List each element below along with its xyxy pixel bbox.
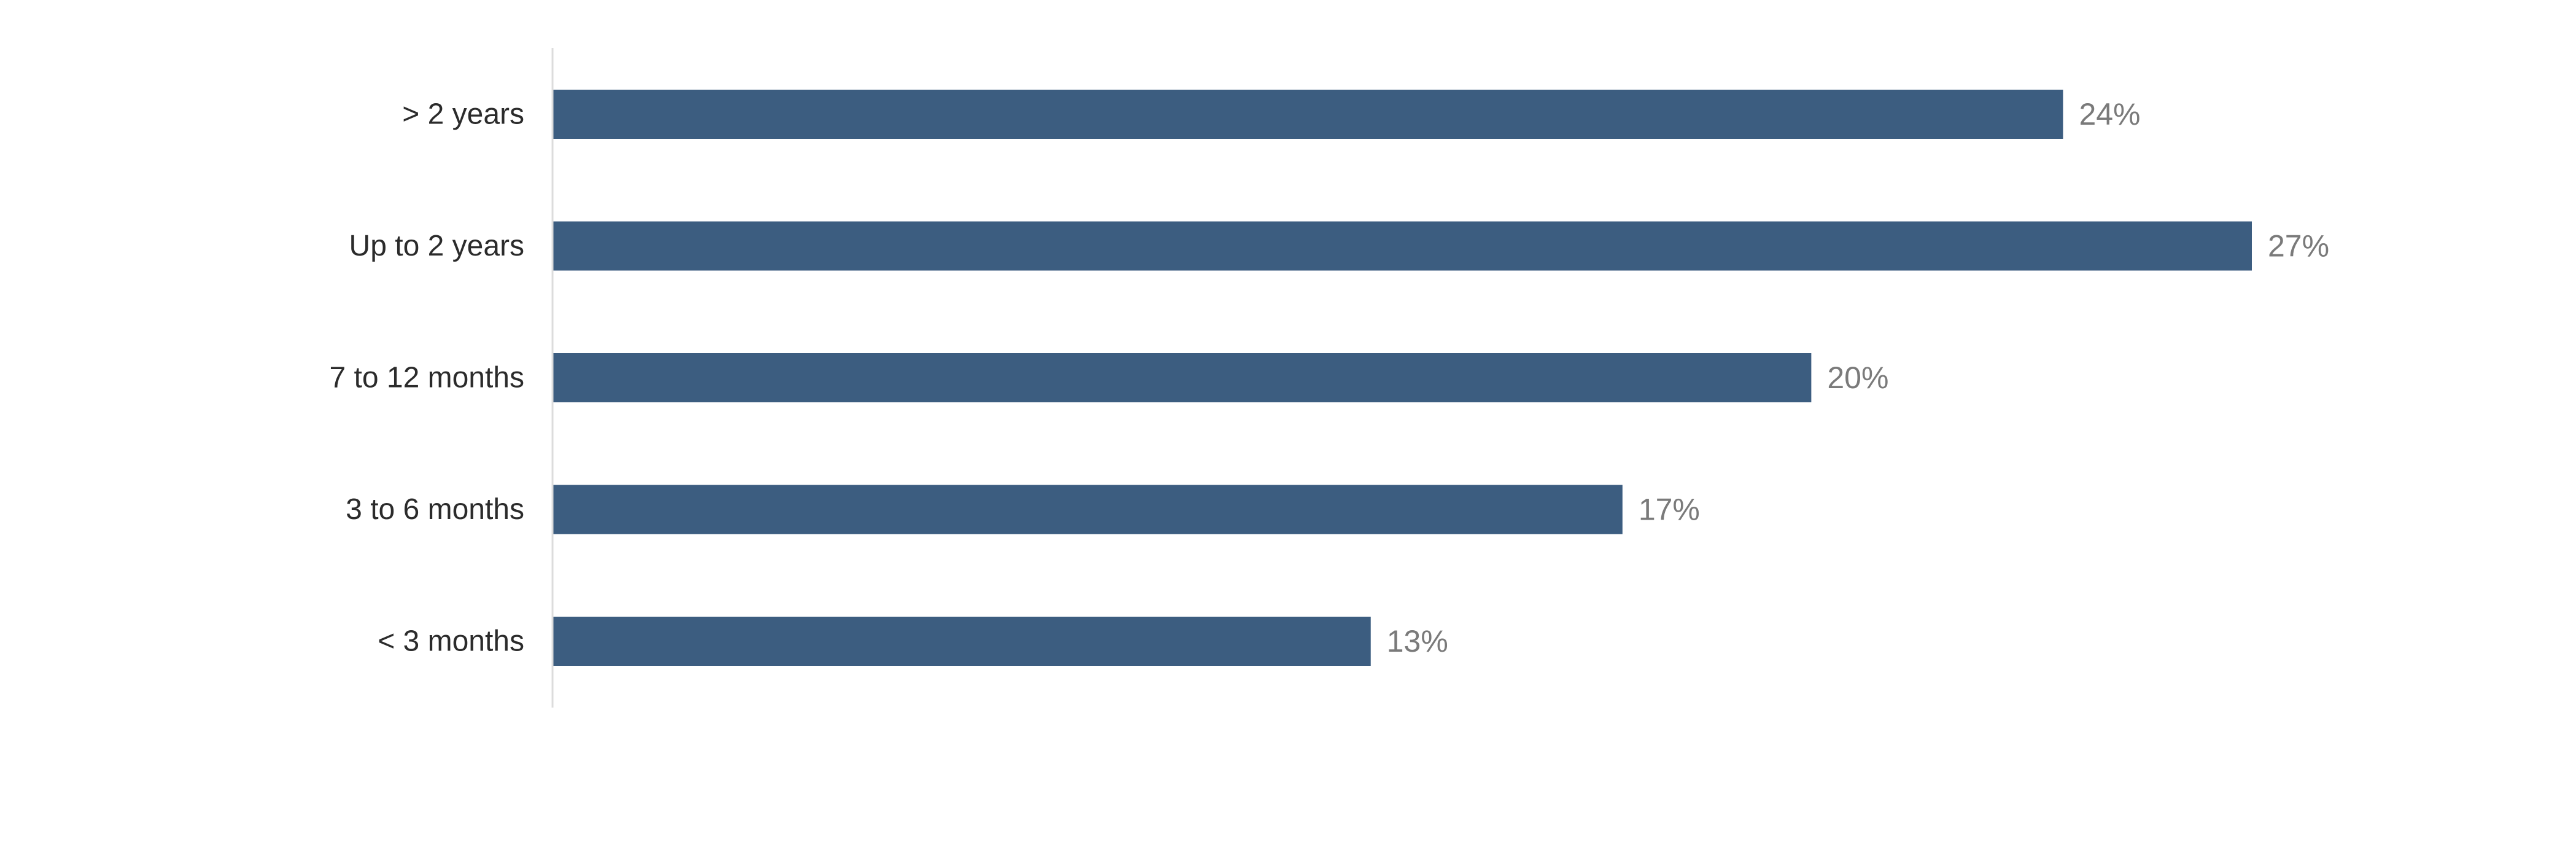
value-label-4: 13% [1387, 624, 1448, 658]
category-label-4: < 3 months [378, 625, 524, 658]
category-label-2: 7 to 12 months [329, 362, 524, 394]
bar-0 [553, 90, 2063, 139]
category-label-3: 3 to 6 months [346, 493, 524, 526]
bar-1 [553, 221, 2252, 271]
category-label-0: > 2 years [402, 98, 524, 131]
value-label-3: 17% [1639, 493, 1700, 527]
bars-layer: > 2 years 24% Up to 2 years 27% 7 to 12 mont… [329, 90, 2329, 666]
bar-3 [553, 485, 1623, 534]
value-label-2: 20% [1827, 361, 1888, 395]
category-label-1: Up to 2 years [349, 230, 524, 262]
bar-2 [553, 353, 1812, 402]
value-label-0: 24% [2079, 97, 2140, 131]
bar-4 [553, 617, 1371, 666]
value-label-1: 27% [2268, 229, 2329, 264]
